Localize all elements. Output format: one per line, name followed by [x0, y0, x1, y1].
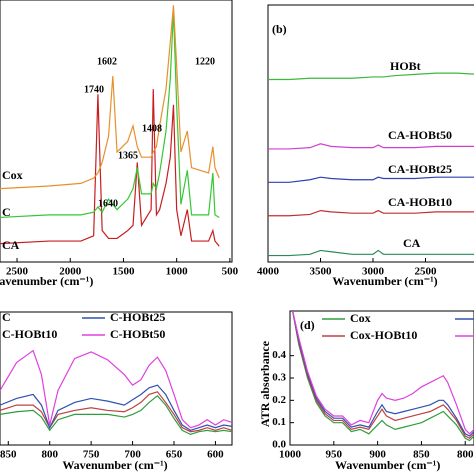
legend-label: C-HOBt50 — [110, 327, 165, 341]
plot-frame — [0, 311, 233, 446]
series-line — [0, 89, 220, 247]
y-tick-label: 0.4 — [272, 349, 286, 361]
y-axis-title: ATR absorbance — [258, 340, 272, 427]
panel: 2500 2000 1500 1000 500 Wavenumber (cm⁻¹) CA C C… — [0, 0, 239, 288]
legend-label: C — [2, 310, 11, 324]
x-tick-label: 800 — [457, 449, 474, 461]
x-axis-title: Wavenumber (cm⁻¹) — [0, 274, 93, 288]
x-tick-label: 850 — [0, 449, 17, 461]
x-tick-label: 2500 — [6, 266, 29, 278]
legend-label: Cox — [350, 311, 371, 325]
peak-annotation: 1740 — [84, 84, 104, 95]
series-line — [268, 209, 474, 217]
series-label: CA-HOBt50 — [388, 128, 452, 142]
series-line — [268, 72, 474, 81]
panel: 1000 950 900 850 800 0.0 0.1 0.2 0.3 0.4 Wavenumbe… — [258, 310, 474, 472]
series-line — [0, 5, 220, 190]
y-tick-label: 0.3 — [272, 372, 286, 384]
x-tick-label: 1000 — [166, 266, 189, 278]
legend-label: C-HOBt10 — [2, 327, 57, 341]
x-axis-title: Wavenumber (cm⁻¹) — [332, 274, 437, 288]
x-tick-label: 900 — [369, 449, 386, 461]
y-tick-label: 0.2 — [272, 394, 286, 406]
y-tick-label: 0.0 — [272, 439, 286, 451]
peak-annotation: 1408 — [142, 123, 162, 134]
x-tick-label: 600 — [207, 449, 224, 461]
peak-annotation: 1365 — [118, 150, 138, 161]
x-tick-label: 800 — [41, 449, 58, 461]
panel-label: (d) — [300, 318, 315, 332]
x-tick-label: 2000 — [59, 266, 82, 278]
series-line — [268, 249, 474, 257]
x-tick-label: 700 — [124, 449, 141, 461]
series-line — [0, 10, 220, 219]
plot-frame — [267, 4, 474, 263]
x-tick-label: 1000 — [279, 449, 302, 461]
legend-label: C-HOBt25 — [110, 310, 165, 324]
series-line — [0, 349, 232, 429]
x-tick-label: 3000 — [362, 266, 385, 278]
x-tick-label: 2500 — [415, 266, 438, 278]
y-tick-label: 0.1 — [272, 416, 286, 428]
panel: 850 800 750 700 650 600 Wavenumber (cm⁻¹) C C-HO… — [0, 310, 233, 472]
series-label: Cox — [2, 168, 23, 182]
series-line — [268, 176, 474, 183]
series-label: CA-HOBt10 — [388, 195, 452, 209]
x-tick-label: 950 — [326, 449, 343, 461]
x-tick-label: 500 — [222, 266, 239, 278]
legend-label: Cox-HOBt10 — [350, 328, 417, 342]
x-axis-title: Wavenumber (cm⁻¹) — [335, 458, 440, 472]
series-line — [292, 311, 474, 440]
series-label: C — [2, 205, 11, 219]
plot-frame — [0, 0, 233, 263]
x-tick-label: 4000 — [257, 266, 280, 278]
series-line — [0, 384, 232, 432]
x-tick-label: 1500 — [112, 266, 135, 278]
series-line — [268, 143, 474, 150]
peak-annotation: 1602 — [97, 56, 117, 67]
x-tick-label: 3500 — [310, 266, 333, 278]
series-line — [292, 311, 474, 435]
series-line — [292, 311, 474, 437]
series-label: CA — [2, 238, 20, 252]
series-line — [0, 394, 232, 436]
panel-label: (b) — [272, 22, 287, 36]
x-tick-label: 750 — [83, 449, 100, 461]
peak-annotation: 1640 — [98, 198, 118, 209]
x-axis-title: Wavenumber (cm⁻¹) — [62, 458, 167, 472]
peak-annotation: 1220 — [195, 56, 215, 67]
x-tick-label: 650 — [166, 449, 183, 461]
x-tick-label: 850 — [413, 449, 430, 461]
series-label: HOBt — [390, 59, 421, 73]
series-label: CA-HOBt25 — [388, 162, 452, 176]
series-label: CA — [403, 236, 421, 250]
series-line — [292, 311, 474, 442]
series-line — [0, 391, 232, 433]
